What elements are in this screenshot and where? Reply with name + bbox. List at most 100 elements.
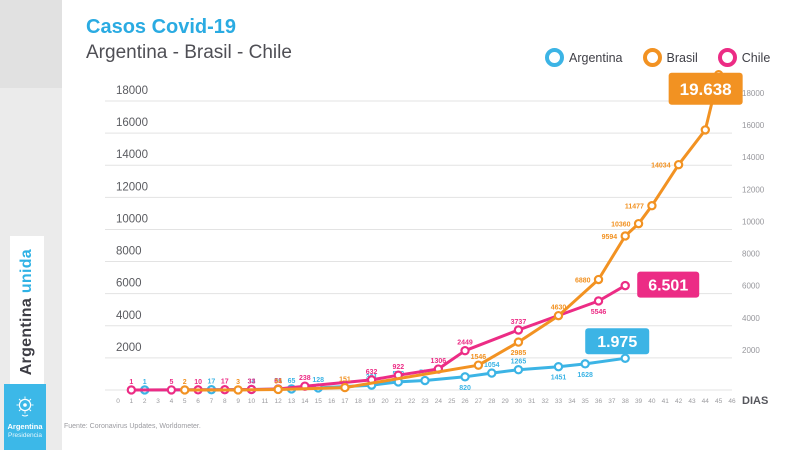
data-label: 34 [274, 378, 282, 385]
x-axis-tick: 16 [328, 398, 336, 405]
x-axis-tick: 6 [196, 398, 200, 405]
x-axis-tick: 3 [156, 398, 160, 405]
series-brasil: 2 3 34 151 1546 2985 4630 6880 9594 10360 11477 140… [180, 70, 724, 395]
series-line [183, 73, 721, 392]
data-point [553, 310, 564, 321]
x-axis-tick: 37 [608, 398, 616, 405]
data-label: 9594 [602, 234, 618, 241]
x-axis-tick: 18 [355, 398, 363, 405]
y-axis-label-left: 14000 [116, 149, 148, 161]
data-label: 2 [183, 379, 187, 386]
y-axis-label-right: 12000 [742, 185, 765, 194]
argentina-unida-banner: Argentina unida [10, 236, 44, 388]
x-axis-tick: 27 [475, 398, 483, 405]
legend-item-brasil: Brasil [642, 48, 698, 67]
data-label: 238 [299, 375, 311, 382]
presidencia-logo: Argentina Presidencia [4, 384, 46, 450]
x-axis-tick: 39 [635, 398, 643, 405]
y-axis-label-left: 16000 [116, 117, 148, 129]
data-label: 128 [312, 377, 324, 384]
corner-gray-block [0, 0, 62, 88]
x-axis-tick: 26 [461, 398, 469, 405]
x-axis-tick: 43 [688, 398, 696, 405]
x-axis-tick: 45 [715, 398, 723, 405]
x-axis-tick: 4 [170, 398, 174, 405]
data-label: 5546 [591, 309, 607, 316]
x-axis-title: DIAS [742, 395, 768, 407]
final-value-badge-brasil: 19.638 [668, 72, 743, 105]
data-point [593, 274, 604, 285]
data-label: 632 [366, 369, 378, 376]
data-label: 61 [274, 378, 282, 385]
x-axis-tick: 23 [421, 398, 429, 405]
data-label: 1054 [484, 362, 500, 369]
data-point [700, 125, 711, 135]
badge-value: 1.975 [597, 334, 637, 351]
final-value-badge-chile: 6.501 [637, 271, 700, 298]
data-point [513, 325, 524, 335]
data-label: 4630 [551, 305, 567, 312]
data-point [460, 372, 470, 382]
x-axis-tick: 15 [315, 398, 323, 405]
y-axis-label-left: 2000 [116, 342, 142, 354]
badge-background [585, 328, 650, 355]
x-axis-tick: 35 [582, 398, 590, 405]
data-point [620, 231, 630, 241]
data-point [460, 345, 470, 356]
data-label: 2985 [511, 350, 527, 357]
x-axis-tick: 46 [728, 398, 736, 405]
data-label: 56 [274, 378, 282, 385]
banner-text-argentina: Argentina [18, 297, 35, 376]
x-axis-tick: 33 [555, 398, 563, 405]
badge-background [668, 72, 743, 105]
data-point [487, 368, 497, 378]
x-axis-tick: 38 [622, 398, 630, 405]
data-label: 2449 [457, 340, 473, 347]
data-label: 1451 [551, 375, 567, 382]
x-axis-tick: 5 [183, 398, 187, 405]
y-axis-label-right: 16000 [742, 121, 765, 130]
badge-value: 19.638 [680, 80, 732, 99]
data-point [126, 385, 137, 395]
x-axis-tick: 30 [515, 398, 523, 405]
y-axis-label-left: 8000 [116, 246, 142, 258]
data-label: 34 [248, 378, 256, 385]
y-axis-label-right: 8000 [742, 250, 760, 259]
x-axis-tick: 42 [675, 398, 683, 405]
data-point [633, 218, 644, 229]
data-label: 5 [169, 379, 173, 386]
y-axis-label-right: 2000 [742, 346, 760, 355]
x-axis-tick: 22 [408, 398, 416, 405]
x-axis-tick: 29 [501, 398, 509, 405]
legend: Argentina Brasil Chile [545, 48, 770, 67]
x-axis-tick: 13 [288, 398, 296, 405]
data-point [513, 364, 524, 375]
x-axis-tick: 1 [130, 398, 134, 405]
x-axis-tick: 14 [301, 398, 309, 405]
legend-marker-icon [717, 48, 737, 67]
page-subtitle: Argentina - Brasil - Chile [86, 42, 292, 63]
data-label: 10360 [611, 222, 631, 229]
badge-value: 6.501 [648, 277, 688, 294]
legend-marker-icon [642, 48, 662, 67]
data-label: 1 [143, 379, 147, 386]
data-label: 11477 [625, 204, 644, 211]
data-point [647, 201, 657, 211]
badge-background [637, 271, 700, 298]
data-label: 14034 [651, 163, 671, 170]
data-label: 6880 [575, 278, 591, 285]
x-axis-tick: 31 [528, 398, 536, 405]
banner-space [18, 293, 35, 298]
x-axis-tick: 19 [368, 398, 376, 405]
x-axis-tick: 11 [261, 398, 268, 405]
legend-label: Chile [741, 50, 771, 65]
data-point [580, 359, 590, 369]
x-axis-tick: 25 [448, 398, 456, 405]
x-axis: 0 1 2 3 4 5 6 7 8 9 10 11 12 13 14 15 16 17 18 19 20 21 22 23 24… [116, 395, 768, 407]
data-label: 151 [339, 377, 351, 384]
y-axis-label-right: 10000 [742, 217, 765, 226]
legend-marker-icon [545, 48, 564, 67]
data-point [233, 385, 243, 395]
y-axis-label-left: 12000 [116, 181, 148, 193]
